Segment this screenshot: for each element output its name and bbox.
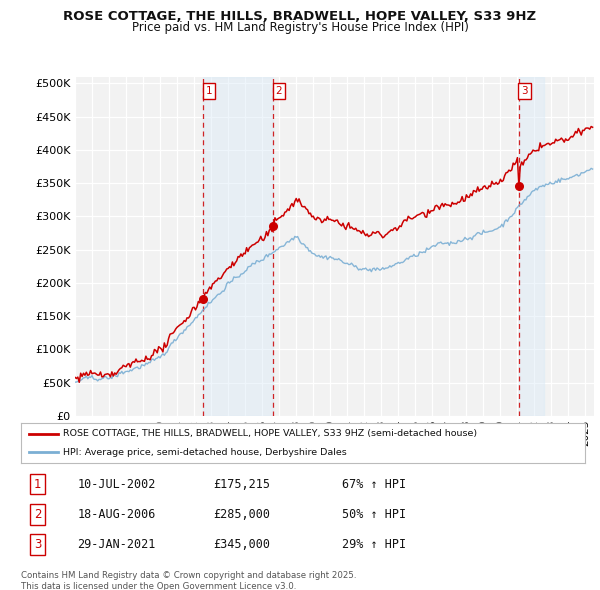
- Text: 3: 3: [34, 538, 41, 551]
- Text: 1: 1: [34, 478, 41, 491]
- Text: HPI: Average price, semi-detached house, Derbyshire Dales: HPI: Average price, semi-detached house,…: [64, 448, 347, 457]
- Text: ROSE COTTAGE, THE HILLS, BRADWELL, HOPE VALLEY, S33 9HZ: ROSE COTTAGE, THE HILLS, BRADWELL, HOPE …: [64, 10, 536, 23]
- Text: Price paid vs. HM Land Registry's House Price Index (HPI): Price paid vs. HM Land Registry's House …: [131, 21, 469, 34]
- Text: 2: 2: [34, 508, 41, 521]
- Text: £345,000: £345,000: [213, 538, 270, 551]
- Text: 1: 1: [206, 86, 212, 96]
- Text: 50% ↑ HPI: 50% ↑ HPI: [343, 508, 407, 521]
- Text: £175,215: £175,215: [213, 478, 270, 491]
- Text: 10-JUL-2002: 10-JUL-2002: [77, 478, 156, 491]
- Text: ROSE COTTAGE, THE HILLS, BRADWELL, HOPE VALLEY, S33 9HZ (semi-detached house): ROSE COTTAGE, THE HILLS, BRADWELL, HOPE …: [64, 430, 478, 438]
- Text: 29% ↑ HPI: 29% ↑ HPI: [343, 538, 407, 551]
- Bar: [519, 77, 544, 416]
- Text: 3: 3: [521, 86, 528, 96]
- Text: 2: 2: [275, 86, 282, 96]
- Text: 29-JAN-2021: 29-JAN-2021: [77, 538, 156, 551]
- Text: Contains HM Land Registry data © Crown copyright and database right 2025.
This d: Contains HM Land Registry data © Crown c…: [21, 571, 356, 590]
- Text: 18-AUG-2006: 18-AUG-2006: [77, 508, 156, 521]
- Text: £285,000: £285,000: [213, 508, 270, 521]
- Bar: [203, 77, 273, 416]
- Text: 67% ↑ HPI: 67% ↑ HPI: [343, 478, 407, 491]
